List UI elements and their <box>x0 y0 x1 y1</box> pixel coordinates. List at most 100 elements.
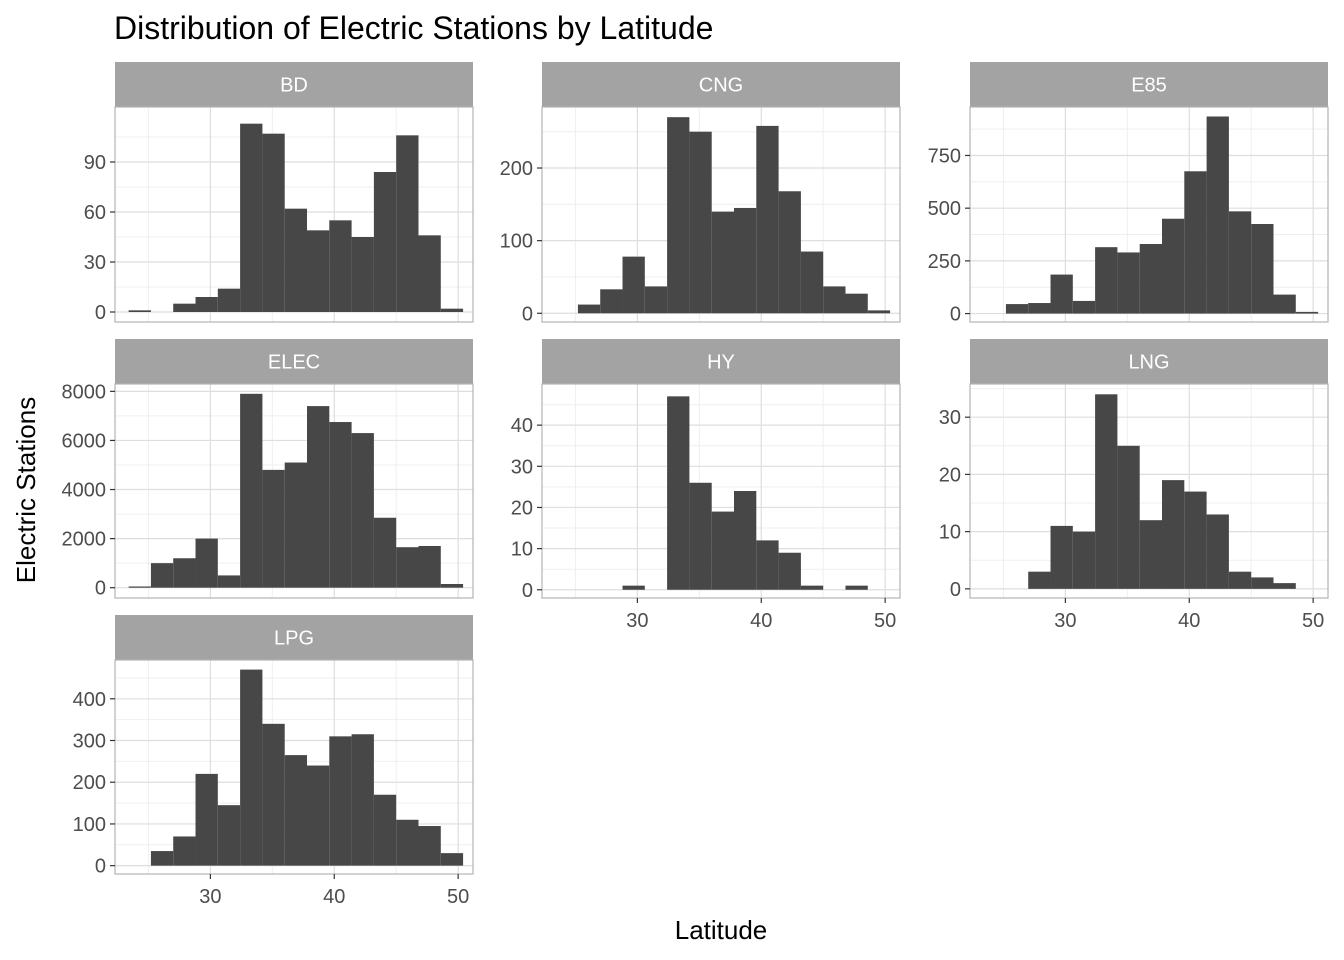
facet-lng: LNG 0 10 20 30 30 40 50 <box>939 339 1329 632</box>
y-tick-label: 30 <box>939 407 961 429</box>
panel-border-e85 <box>969 106 1329 323</box>
facet-strip-label-elec: ELEC <box>268 352 320 374</box>
histogram-bar-bd <box>418 235 441 312</box>
histogram-bar-e85 <box>1251 223 1274 314</box>
histogram-bar-bd <box>351 237 374 312</box>
y-tick-label: 200 <box>500 158 533 180</box>
x-tick-label: 30 <box>199 886 221 908</box>
histogram-bar-hy <box>756 540 779 590</box>
histogram-bar-elec <box>373 517 397 588</box>
facet-hy: HY 0 10 20 30 40 30 40 50 <box>511 339 901 632</box>
histogram-bar-bd <box>173 303 196 312</box>
histogram-bar-lng <box>1184 491 1207 589</box>
x-tick-label: 50 <box>447 886 469 908</box>
histogram-bar-cng <box>800 251 824 314</box>
x-tick-label: 30 <box>1054 610 1076 632</box>
histogram-bar-elec <box>284 462 308 588</box>
histogram-bar-hy <box>622 585 645 590</box>
y-tick-label: 400 <box>73 689 106 711</box>
histogram-bar-hy <box>734 491 757 590</box>
histogram-bar-elec <box>240 393 263 588</box>
histogram-bar-e85 <box>1072 300 1096 314</box>
y-tick-label: 30 <box>84 252 106 274</box>
histogram-bar-bd <box>262 133 285 312</box>
y-tick-label: 100 <box>500 231 533 253</box>
x-tick-label: 50 <box>874 610 896 632</box>
x-tick-label: 50 <box>1302 610 1324 632</box>
facet-strip-bd <box>115 62 473 107</box>
y-tick-label: 750 <box>928 145 961 167</box>
y-axis-title: Electric Stations <box>11 397 41 583</box>
histogram-bar-cng <box>823 286 846 314</box>
histogram-bar-e85 <box>1295 311 1319 314</box>
histogram-bar-lpg <box>150 851 174 866</box>
facet-lpg: LPG 0 100 200 300 400 30 40 50 <box>73 615 474 908</box>
histogram-bar-lng <box>1117 445 1140 589</box>
histogram-bar-e85 <box>1273 294 1296 314</box>
histogram-bar-elec <box>195 538 218 588</box>
y-tick-label: 60 <box>84 202 106 224</box>
facet-elec: ELEC 0 2000 4000 6000 8000 <box>62 339 474 600</box>
histogram-bar-cng <box>778 191 801 314</box>
histogram-bar-e85 <box>1162 218 1185 314</box>
histogram-bar-hy <box>845 585 868 590</box>
histogram-bar-cng <box>845 293 868 314</box>
panel-border-bd <box>114 106 474 323</box>
y-tick-label: 30 <box>511 456 533 478</box>
panel-border-elec <box>114 383 474 599</box>
histogram-bar-bd <box>240 123 263 312</box>
histogram-bar-lpg <box>240 669 263 866</box>
histogram-bar-cng <box>644 286 668 314</box>
histogram-bar-lpg <box>195 773 218 866</box>
y-tick-label: 0 <box>95 856 106 878</box>
y-tick-label: 250 <box>928 251 961 273</box>
histogram-bar-bd <box>373 172 397 312</box>
histogram-bar-bd <box>329 220 352 312</box>
facet-strip-label-cng: CNG <box>699 75 743 97</box>
histogram-bar-elec <box>351 433 374 588</box>
facet-bd: BD 0 30 60 90 <box>84 62 474 324</box>
histogram-bar-hy <box>800 585 824 590</box>
histogram-bar-bd <box>307 230 330 312</box>
histogram-bar-lng <box>1251 577 1274 589</box>
histogram-bar-lpg <box>396 819 419 866</box>
y-tick-label: 10 <box>511 539 533 561</box>
histogram-bar-lpg <box>373 794 397 866</box>
histogram-bar-lpg <box>440 853 464 866</box>
histogram-bar-cng <box>667 117 690 314</box>
y-tick-label: 300 <box>73 731 106 753</box>
histogram-bar-bd <box>284 208 308 312</box>
histogram-bar-lng <box>1162 480 1185 589</box>
histogram-bar-e85 <box>1139 244 1163 314</box>
histogram-bar-cng <box>577 304 601 314</box>
histogram-bar-elec <box>217 575 241 588</box>
histogram-bar-lpg <box>307 765 330 866</box>
histogram-bar-cng <box>756 125 779 314</box>
x-tick-label: 40 <box>323 886 345 908</box>
facet-strip-hy <box>542 339 900 384</box>
histogram-bar-lng <box>1095 394 1118 589</box>
histogram-bar-hy <box>667 396 690 590</box>
y-tick-label: 200 <box>73 772 106 794</box>
histogram-bar-elec <box>440 584 464 588</box>
histogram-bar-bd <box>195 297 218 312</box>
chart-title: Distribution of Electric Stations by Lat… <box>114 10 713 46</box>
facet-cng: CNG 0 100 200 <box>500 62 901 325</box>
y-tick-label: 100 <box>73 814 106 836</box>
histogram-bar-e85 <box>1184 171 1207 314</box>
histogram-bar-cng <box>711 211 735 314</box>
histogram-bar-hy <box>689 482 712 590</box>
histogram-bar-lng <box>1139 520 1163 589</box>
x-tick-label: 40 <box>750 610 772 632</box>
histogram-bar-lpg <box>329 736 352 866</box>
facet-strip-cng <box>542 62 900 107</box>
panel-border-lng <box>969 383 1329 599</box>
facets-layer: BD0306090CNG0100200E850250500750ELEC0200… <box>62 62 1329 908</box>
histogram-bar-lpg <box>418 826 441 866</box>
facet-strip-label-hy: HY <box>707 352 735 374</box>
histogram-bar-bd <box>396 135 419 312</box>
histogram-bar-elec <box>307 406 330 588</box>
y-tick-label: 0 <box>950 304 961 326</box>
